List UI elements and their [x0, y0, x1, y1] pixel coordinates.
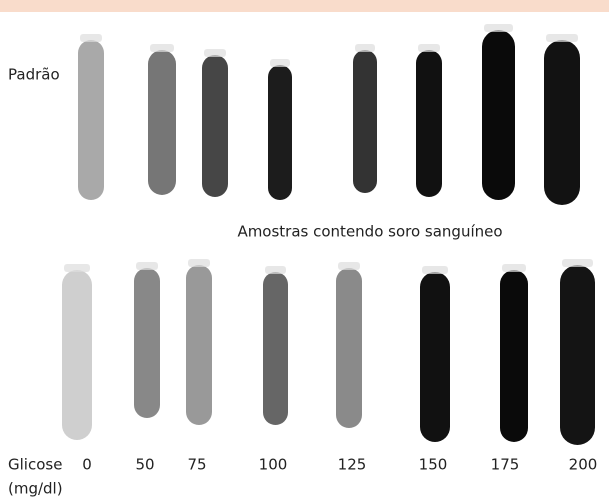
figure: Padrão Amostras contendo soro sanguíneo … — [0, 0, 609, 500]
test-tube — [416, 50, 442, 197]
test-tube — [268, 65, 292, 200]
concentration-label: 125 — [338, 456, 367, 474]
tube-rim — [80, 34, 102, 42]
test-tube — [500, 270, 528, 442]
tube-rim — [64, 264, 90, 272]
tube-rim — [136, 262, 158, 270]
row-label: Amostras contendo soro sanguíneo — [237, 223, 502, 241]
test-tube — [544, 40, 580, 205]
test-tube — [353, 50, 377, 193]
tube-rim — [204, 49, 226, 57]
concentration-label: 100 — [259, 456, 288, 474]
test-tube — [560, 265, 595, 445]
test-tube — [148, 50, 176, 195]
test-tube — [420, 272, 450, 442]
test-tube — [78, 40, 104, 200]
tube-rim — [355, 44, 375, 52]
concentration-label: 75 — [187, 456, 206, 474]
test-tube — [336, 268, 362, 428]
row-label: Padrão — [8, 66, 60, 84]
tube-rim — [484, 24, 513, 32]
tube-rim — [150, 44, 174, 52]
test-tube — [482, 30, 515, 200]
concentration-label: 200 — [569, 456, 598, 474]
tube-rim — [502, 264, 526, 272]
test-tube — [202, 55, 228, 197]
test-tube — [134, 268, 160, 418]
test-tube — [186, 265, 212, 425]
tube-rim — [270, 59, 290, 67]
tube-rim — [546, 34, 578, 42]
top-band — [0, 0, 609, 12]
concentration-label: 150 — [419, 456, 448, 474]
test-tube — [263, 272, 288, 425]
concentration-label: 0 — [82, 456, 92, 474]
axis-unit: (mg/dl) — [8, 480, 63, 498]
test-tube — [62, 270, 92, 440]
tube-rim — [338, 262, 360, 270]
tube-rim — [422, 266, 448, 274]
tube-rim — [562, 259, 593, 267]
tube-rim — [265, 266, 286, 274]
tube-rim — [418, 44, 440, 52]
concentration-label: 50 — [135, 456, 154, 474]
axis-title: Glicose — [8, 456, 62, 474]
concentration-label: 175 — [491, 456, 520, 474]
tube-rim — [188, 259, 210, 267]
